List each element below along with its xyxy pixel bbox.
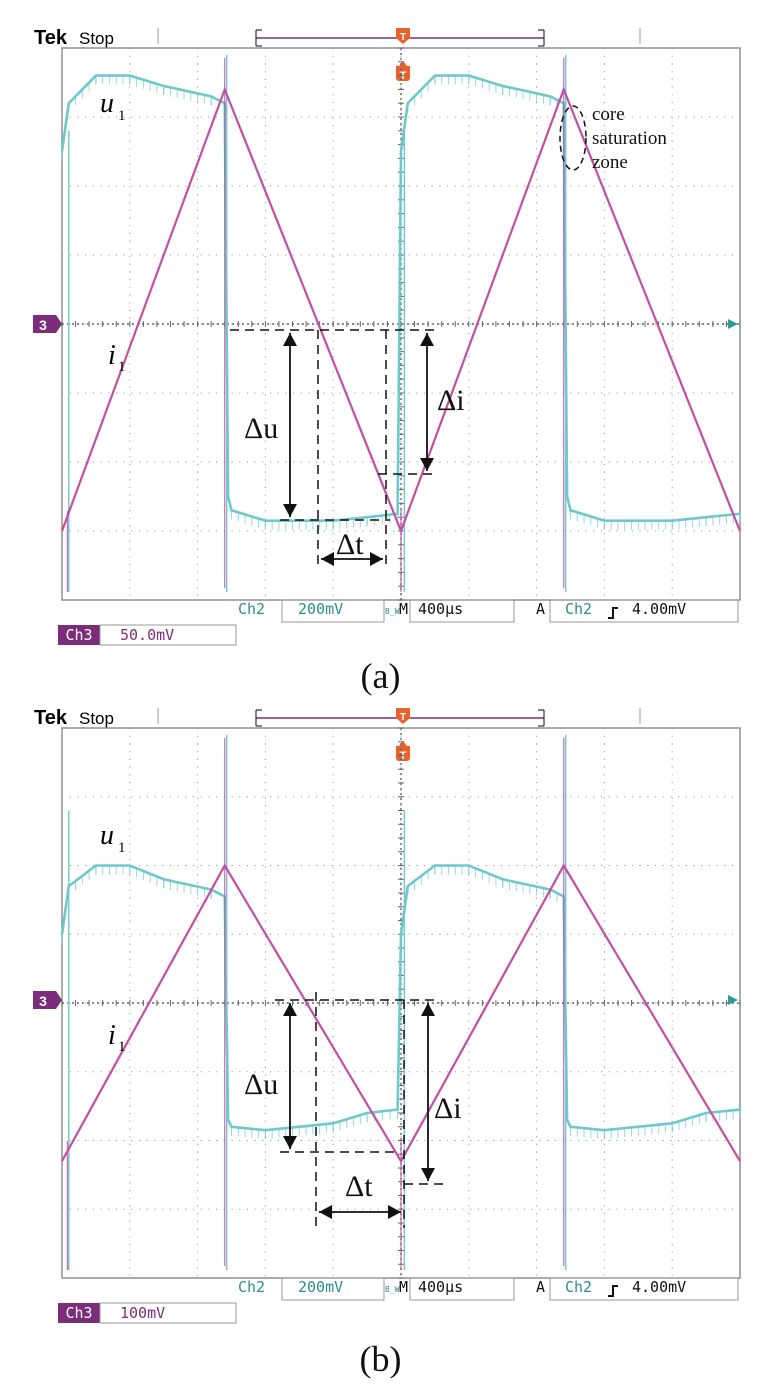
channel3-ground-marker: 3 [33, 991, 62, 1009]
i-subscript: 1 [118, 1039, 126, 1055]
trigger-marker-icon: T [396, 741, 410, 762]
trigger-level-marker-icon [728, 995, 738, 1005]
time-div: 400µs [418, 600, 463, 618]
i-symbol: i [108, 1020, 116, 1051]
delta-u-label: Δu [244, 412, 278, 445]
delta-t-label: Δt [345, 1170, 373, 1203]
channel3-marker-label: 3 [39, 993, 47, 1009]
ch3-label: Ch3 [65, 1304, 92, 1322]
u1-trace [60, 734, 741, 1270]
bandwidth-mark: B_W [385, 607, 400, 616]
ch2-label: Ch2 [238, 600, 265, 618]
trigger-prefix: A [536, 600, 545, 618]
delta-u-label: Δu [244, 1068, 278, 1101]
scope-screen: Tek Stop T T [33, 27, 742, 646]
i-symbol: i [108, 340, 116, 371]
ch2-volts-div: 200mV [298, 600, 343, 618]
trigger-level: 4.00mV [632, 600, 686, 618]
trigger-prefix: A [536, 1278, 545, 1296]
ch2-volts-div: 200mV [298, 1278, 343, 1296]
brand-label: Tek [34, 27, 68, 49]
zone-label-line1: core [592, 104, 625, 125]
svg-text:T: T [400, 32, 406, 43]
ch3-scale-box: Ch3 100mV [58, 1302, 237, 1324]
zone-label-line2: saturation [592, 128, 667, 149]
ch2-label: Ch2 [238, 1278, 265, 1296]
trigger-marker-icon: T [396, 61, 410, 82]
scope-screen: Tek Stop T T [33, 707, 741, 1324]
trace-label-u1: u 1 [100, 88, 126, 124]
u1-series-line [60, 864, 741, 1132]
svg-text:T: T [400, 712, 406, 723]
rising-edge-icon [608, 607, 618, 619]
trigger-channel: Ch2 [565, 600, 592, 618]
trigger-channel: Ch2 [565, 1278, 592, 1296]
u-symbol: u [100, 820, 114, 851]
trigger-position-icon: T [396, 28, 410, 44]
caption-b: (b) [359, 1339, 402, 1379]
u1-series-line [60, 74, 741, 522]
channel3-ground-marker: 3 [33, 315, 62, 333]
ch3-label: Ch3 [65, 626, 92, 644]
delta-i-label: Δi [437, 384, 465, 417]
i1-trace [60, 58, 742, 592]
u-subscript: 1 [118, 840, 126, 856]
trigger-level: 4.00mV [632, 1278, 686, 1296]
trace-label-i1: i 1 [108, 1020, 126, 1055]
u1-trace [60, 54, 741, 592]
bandwidth-mark: B_W [385, 1285, 400, 1294]
ch3-scale-box: Ch3 50.0mV [58, 624, 237, 646]
measurement-annotations [275, 992, 446, 1228]
trigger-level-marker-icon [728, 319, 738, 329]
ch3-scale: 50.0mV [120, 626, 174, 644]
status-bar: Ch2 200mV B_W M 400µs A Ch2 4.00mV [238, 599, 739, 623]
i1-trace [61, 738, 741, 1270]
rising-edge-icon [608, 1285, 618, 1297]
trace-label-u1: u 1 [100, 820, 126, 856]
delta-i-label: Δi [434, 1092, 462, 1125]
delta-t-label: Δt [336, 528, 364, 561]
trigger-position-icon: T [396, 708, 410, 724]
time-prefix: M [399, 1278, 408, 1296]
ch3-scale: 100mV [120, 1304, 165, 1322]
u-symbol: u [100, 88, 114, 119]
zone-label-line3: zone [592, 152, 628, 173]
scope-panel-b: Tek Stop T T [0, 690, 761, 1394]
status-label: Stop [79, 29, 114, 48]
i-subscript: 1 [118, 359, 126, 375]
measurement-annotations [230, 105, 587, 568]
caption-a: (a) [360, 656, 401, 696]
time-div: 400µs [418, 1278, 463, 1296]
time-prefix: M [399, 600, 408, 618]
trace-label-i1: i 1 [108, 340, 126, 375]
u-subscript: 1 [118, 108, 126, 124]
scope-panel-a: Tek Stop T T [33, 27, 742, 696]
channel3-marker-label: 3 [39, 317, 47, 333]
brand-label: Tek [34, 707, 68, 729]
status-bar: Ch2 200mV B_W M 400µs A Ch2 4.00mV [238, 1277, 739, 1301]
status-label: Stop [79, 709, 114, 728]
